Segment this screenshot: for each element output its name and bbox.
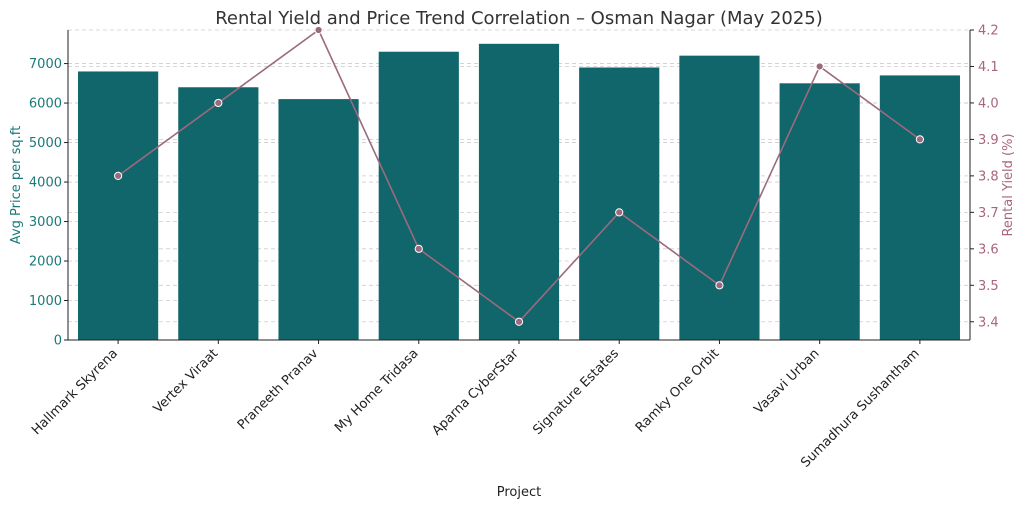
y-tick-label-left: 0: [54, 334, 62, 349]
bar: [579, 67, 660, 340]
y-axis-right-label: Rental Yield (%): [1001, 133, 1016, 236]
x-tick-label: Ramky One Orbit: [633, 346, 722, 435]
y-tick-label-right: 3.7: [978, 206, 999, 221]
bar: [78, 71, 159, 340]
y-tick-label-left: 3000: [29, 215, 62, 230]
bar: [478, 43, 560, 340]
y-tick-label-right: 3.9: [978, 133, 999, 148]
y-tick-label-right: 3.4: [978, 315, 999, 330]
yield-point: [715, 281, 724, 290]
bar: [378, 51, 459, 340]
y-tick-label-right: 4.1: [978, 60, 999, 75]
y-tick-label-left: 2000: [29, 255, 62, 270]
y-tick-label-left: 5000: [29, 136, 62, 151]
bar: [679, 55, 760, 340]
bar-series: [78, 43, 960, 341]
chart-title: Rental Yield and Price Trend Correlation…: [215, 8, 823, 29]
y-tick-label-left: 4000: [29, 176, 62, 191]
x-tick-label: Sumadhura Sushantham: [798, 346, 922, 470]
bar: [278, 99, 359, 341]
x-tick-label: Aparna CyberStar: [429, 346, 522, 439]
bar: [178, 87, 259, 341]
bar: [879, 75, 960, 341]
yield-point: [514, 317, 524, 326]
x-axis-label: Project: [497, 485, 541, 500]
x-tick-label: Vertex Viraat: [151, 346, 221, 416]
yield-point: [815, 62, 824, 71]
y-tick-label-left: 6000: [29, 97, 62, 112]
x-tick-label: My Home Tridasa: [332, 346, 421, 435]
y-tick-label-left: 1000: [29, 294, 62, 309]
y-axis-left-label: Avg Price per sq.ft: [9, 126, 24, 244]
y-tick-label-left: 7000: [29, 57, 62, 72]
yield-point: [214, 98, 223, 108]
x-tick-label: Vasavi Urban: [752, 346, 823, 417]
line-series: [114, 25, 924, 326]
y-tick-label-right: 4.2: [978, 24, 999, 39]
y-tick-label-right: 4.0: [978, 96, 999, 111]
x-tick-label: Hallmark Skyrena: [29, 346, 121, 438]
yield-point: [915, 135, 924, 144]
x-tick-label: Signature Estates: [530, 346, 622, 438]
bar: [779, 83, 860, 340]
yield-point: [114, 171, 123, 180]
y-tick-label-right: 3.8: [978, 169, 999, 184]
y-tick-label-right: 3.5: [978, 279, 999, 294]
yield-point: [615, 208, 624, 217]
y-tick-label-right: 3.6: [978, 242, 999, 257]
yield-point: [414, 244, 423, 253]
x-tick-label: Praneeth Pranav: [235, 346, 322, 433]
yield-point: [314, 25, 323, 35]
